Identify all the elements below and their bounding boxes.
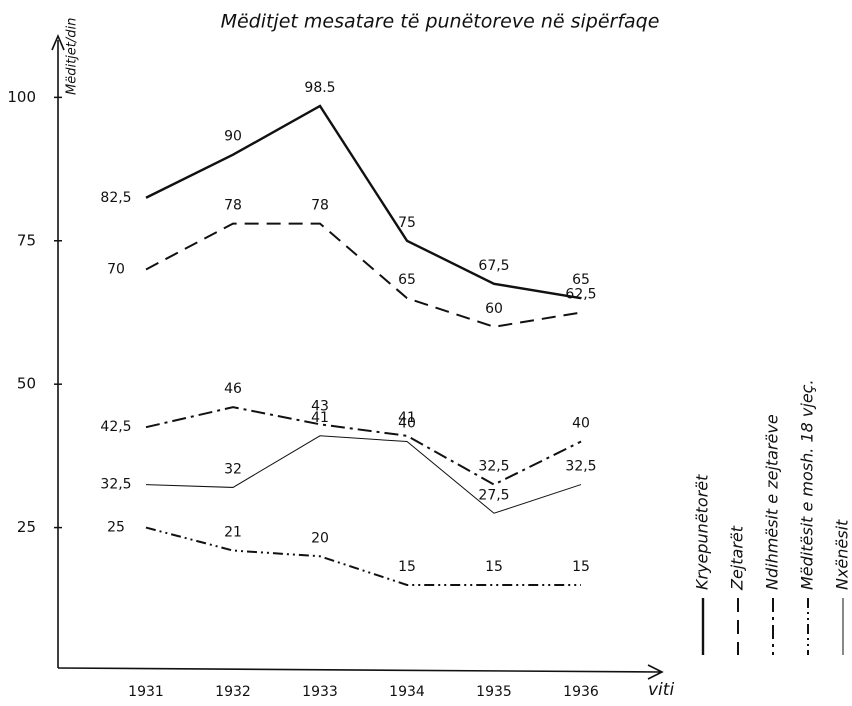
x-tick-label: 1932 <box>215 684 251 700</box>
value-label: 32,5 <box>100 477 131 493</box>
value-label: 60 <box>485 301 503 317</box>
series-line <box>145 526 581 586</box>
value-label: 98.5 <box>304 80 335 96</box>
value-label: 43 <box>311 398 329 414</box>
value-label: 15 <box>398 559 416 575</box>
value-label: 21 <box>224 525 242 541</box>
value-label: 40 <box>398 416 416 432</box>
series-line <box>145 104 582 300</box>
x-tick-label: 1935 <box>476 684 512 700</box>
value-label: 15 <box>572 559 590 575</box>
legend-label: Ndihmësit e zejtarëve <box>763 414 782 590</box>
value-label: 70 <box>107 261 125 277</box>
x-axis-label: viti <box>648 680 674 700</box>
x-tick-label: 1931 <box>128 684 164 700</box>
legend-label: Nxënësit <box>833 519 852 590</box>
value-label: 20 <box>311 530 329 546</box>
value-label: 32 <box>224 461 242 477</box>
x-tick-label: 1934 <box>389 684 425 700</box>
y-axis <box>51 33 65 668</box>
y-tick-label: 75 <box>17 231 36 249</box>
y-tick-label: 50 <box>17 375 36 393</box>
value-label: 65 <box>398 272 416 288</box>
x-axis <box>57 664 664 680</box>
value-label: 62,5 <box>565 286 596 302</box>
series-line <box>145 435 582 514</box>
x-tick-label: 1933 <box>302 684 338 700</box>
value-label: 32,5 <box>478 459 509 475</box>
value-label: 75 <box>398 215 416 231</box>
value-label: 41 <box>311 410 329 426</box>
legend-label: Mëditësit e mosh. 18 vjeç. <box>798 379 817 590</box>
value-label: 25 <box>107 520 125 536</box>
value-label: 15 <box>485 559 503 575</box>
value-label: 78 <box>311 198 329 214</box>
legend-label: Zejtarët <box>728 525 747 591</box>
value-label: 42,5 <box>100 419 131 435</box>
x-tick-label: 1936 <box>563 684 599 700</box>
value-label: 40 <box>572 416 590 432</box>
value-label: 90 <box>224 129 242 145</box>
value-label: 41 <box>398 410 416 426</box>
y-axis-label: Mëditjet/din <box>65 18 80 95</box>
value-label: 67,5 <box>478 258 509 274</box>
series-line <box>145 406 582 486</box>
value-label: 78 <box>224 198 242 214</box>
value-label: 65 <box>572 272 590 288</box>
value-label: 82,5 <box>100 190 131 206</box>
chart-title: Mëditjet mesatare të punëtoreve në sipër… <box>221 11 660 33</box>
value-label: 27,5 <box>478 487 509 503</box>
y-tick-label: 100 <box>7 88 36 106</box>
y-tick-label: 25 <box>17 518 36 536</box>
series-line <box>145 222 582 328</box>
legend-label: Kryepunëtorët <box>693 474 712 590</box>
value-label: 32,5 <box>565 459 596 475</box>
value-label: 46 <box>224 381 242 397</box>
